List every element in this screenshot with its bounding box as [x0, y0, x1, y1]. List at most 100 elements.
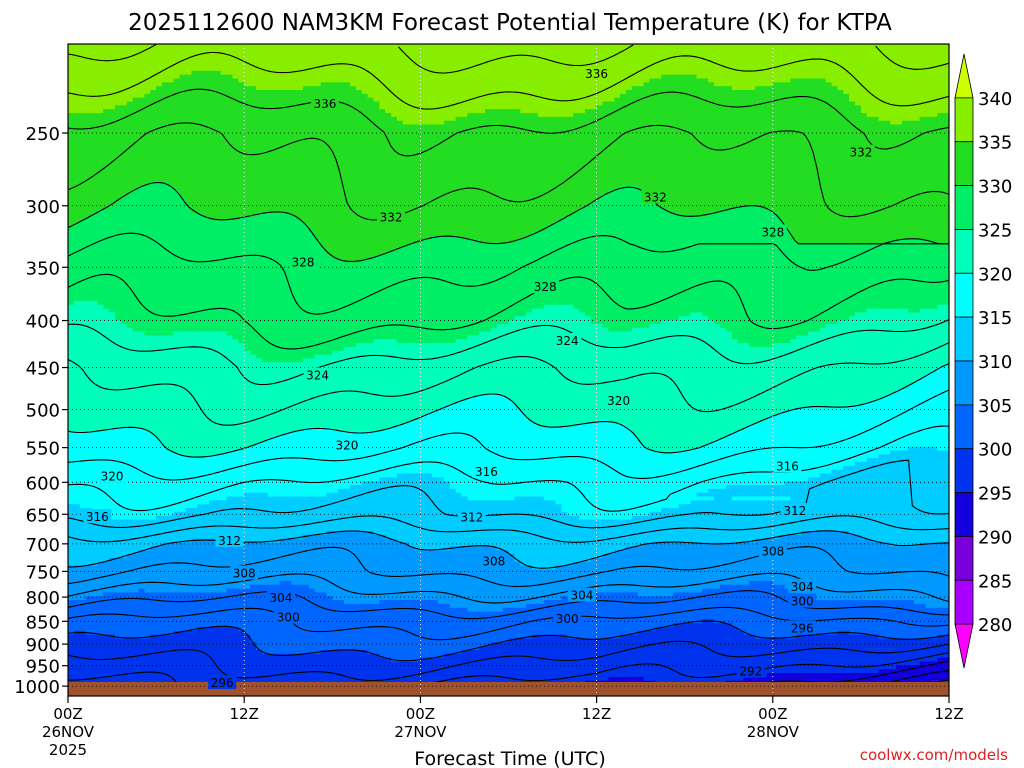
field-cell: [520, 155, 527, 160]
field-cell: [379, 67, 386, 72]
field-cell: [232, 101, 239, 106]
field-cell: [238, 143, 245, 149]
field-cell: [919, 113, 927, 118]
field-cell: [690, 105, 698, 110]
field-cell: [661, 101, 668, 106]
field-cell: [250, 70, 257, 76]
field-cell: [567, 132, 574, 137]
field-cell: [567, 47, 574, 53]
field-cell: [214, 151, 222, 156]
field-cell: [825, 47, 833, 53]
field-cell: [455, 70, 463, 76]
field-cell: [391, 44, 398, 49]
field-cell: [220, 159, 228, 164]
field-cell: [132, 101, 140, 106]
field-cell: [244, 147, 251, 152]
field-cell: [426, 47, 433, 53]
field-cell: [943, 124, 949, 129]
field-cell: [849, 55, 856, 60]
field-cell: [890, 105, 897, 110]
field-cell: [937, 74, 944, 80]
field-cell: [919, 59, 927, 64]
field-cell: [438, 143, 445, 149]
field-cell: [561, 44, 568, 49]
field-cell: [461, 93, 468, 99]
field-cell: [208, 170, 216, 175]
field-cell: [326, 78, 333, 83]
field-cell: [138, 55, 145, 60]
field-cell: [943, 47, 949, 53]
field-cell: [784, 51, 792, 57]
field-cell: [332, 132, 339, 137]
field-cell: [567, 136, 574, 141]
field-cell: [625, 136, 633, 141]
field-cell: [672, 51, 680, 57]
field-cell: [884, 143, 891, 149]
field-cell: [361, 147, 369, 152]
field-cell: [85, 124, 93, 129]
field-cell: [220, 67, 228, 72]
field-cell: [661, 139, 668, 145]
field-cell: [150, 59, 157, 64]
field-cell: [819, 113, 827, 118]
field-cell: [702, 124, 709, 129]
field-cell: [150, 109, 157, 114]
field-cell: [749, 143, 756, 149]
field-cell: [860, 166, 868, 172]
field-cell: [68, 132, 75, 137]
field-cell: [737, 128, 745, 133]
field-cell: [338, 51, 345, 57]
field-cell: [73, 44, 81, 49]
field-cell: [907, 113, 915, 118]
field-cell: [690, 74, 698, 80]
field-cell: [831, 78, 838, 83]
field-cell: [414, 147, 421, 152]
field-cell: [314, 120, 322, 126]
field-cell: [672, 47, 680, 53]
field-cell: [314, 70, 322, 76]
field-cell: [878, 132, 885, 137]
field-cell: [802, 55, 809, 60]
field-cell: [179, 166, 187, 172]
field-cell: [79, 120, 87, 126]
field-cell: [837, 101, 844, 106]
field-cell: [449, 47, 457, 53]
field-cell: [455, 101, 463, 106]
field-cell: [526, 90, 533, 95]
field-cell: [725, 139, 733, 145]
field-cell: [473, 116, 480, 122]
field-cell: [755, 136, 762, 141]
field-cell: [167, 147, 175, 152]
field-cell: [420, 166, 427, 172]
field-cell: [931, 136, 938, 141]
field-cell: [520, 93, 527, 99]
field-cell: [355, 155, 363, 160]
field-cell: [913, 124, 921, 129]
field-cell: [514, 120, 521, 126]
field-cell: [526, 143, 533, 149]
field-cell: [91, 116, 98, 122]
field-cell: [68, 82, 75, 87]
field-cell: [878, 136, 885, 141]
field-cell: [379, 101, 386, 106]
field-cell: [109, 55, 116, 60]
field-cell: [937, 155, 944, 160]
field-cell: [232, 143, 239, 149]
field-cell: [344, 128, 351, 133]
field-cell: [385, 97, 392, 103]
field-cell: [443, 128, 451, 133]
field-cell: [349, 78, 357, 83]
field-cell: [279, 78, 286, 83]
field-cell: [649, 51, 656, 57]
field-cell: [778, 159, 786, 164]
field-cell: [684, 90, 692, 95]
field-cell: [226, 128, 234, 133]
field-cell: [831, 143, 838, 149]
field-cell: [731, 47, 739, 53]
field-cell: [649, 120, 656, 126]
field-cell: [467, 113, 474, 118]
field-cell: [214, 93, 222, 99]
field-cell: [385, 143, 392, 149]
field-cell: [91, 74, 98, 80]
field-cell: [279, 120, 286, 126]
